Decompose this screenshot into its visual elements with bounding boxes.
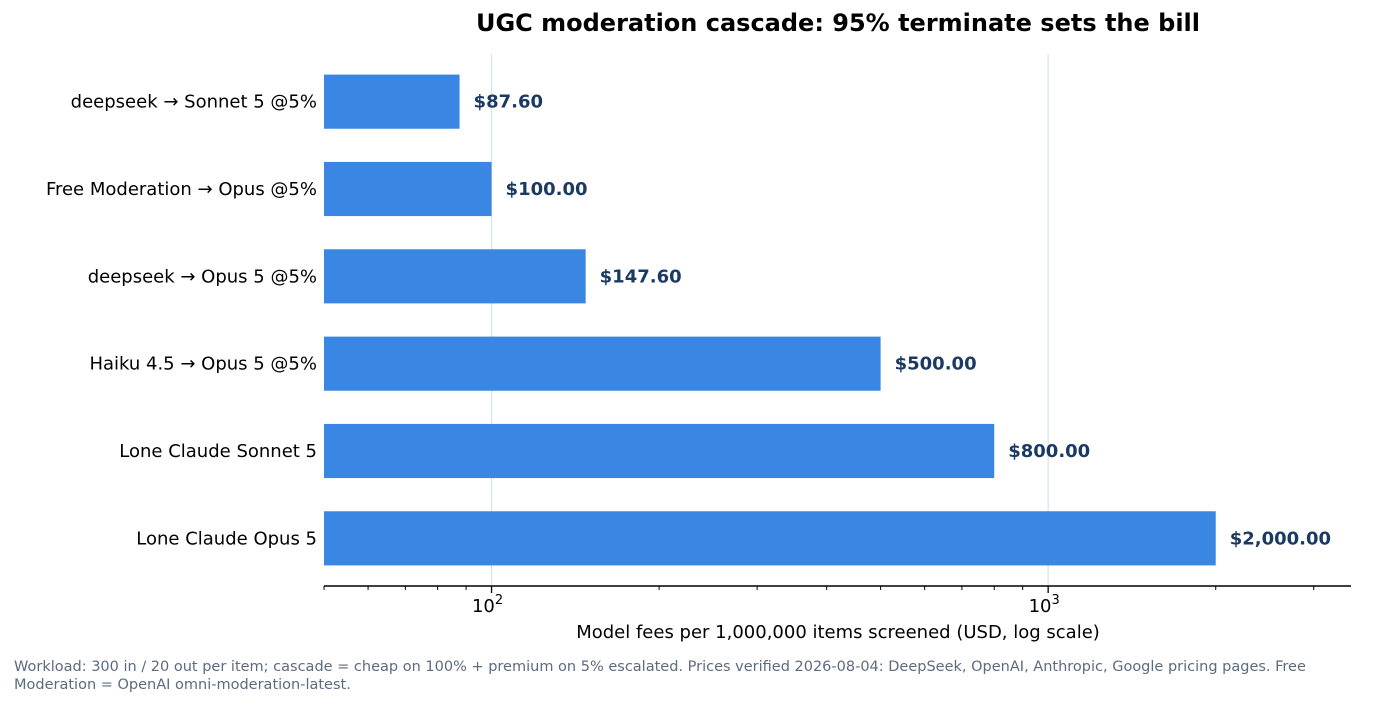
x-tick-label: 102 [472,593,503,617]
bars: deepseek → Sonnet 5 @5% $87.60 Free Modera… [46,74,1331,566]
data-label: $147.60 [600,266,682,287]
bar [324,511,1216,566]
data-label: $500.00 [895,354,977,375]
bar [324,161,492,217]
x-tick-label: 103 [1029,593,1060,617]
bar [324,423,995,479]
bar [324,336,881,391]
data-label: $2,000.00 [1230,528,1331,549]
bar [324,249,586,304]
bar [324,74,460,129]
data-label: $800.00 [1008,441,1090,462]
y-tick-label: Haiku 4.5 → Opus 5 @5% [89,354,317,375]
x-axis: 102 103 [323,585,1351,617]
data-label: $100.00 [506,179,588,200]
y-tick-label: Free Moderation → Opus @5% [46,179,317,200]
x-axis-label: Model fees per 1,000,000 items screened … [576,622,1100,643]
y-tick-label: deepseek → Opus 5 @5% [88,266,317,287]
y-tick-label: Lone Claude Sonnet 5 [119,441,317,462]
y-tick-label: Lone Claude Opus 5 [136,528,317,549]
chart-title: UGC moderation cascade: 95% terminate se… [476,9,1200,37]
chart: UGC moderation cascade: 95% terminate se… [46,9,1351,643]
data-label: $87.60 [474,92,543,113]
y-tick-label: deepseek → Sonnet 5 @5% [71,92,317,113]
gridlines [490,54,1049,586]
footnote: Workload: 300 in / 20 out per item; casc… [14,659,1306,693]
